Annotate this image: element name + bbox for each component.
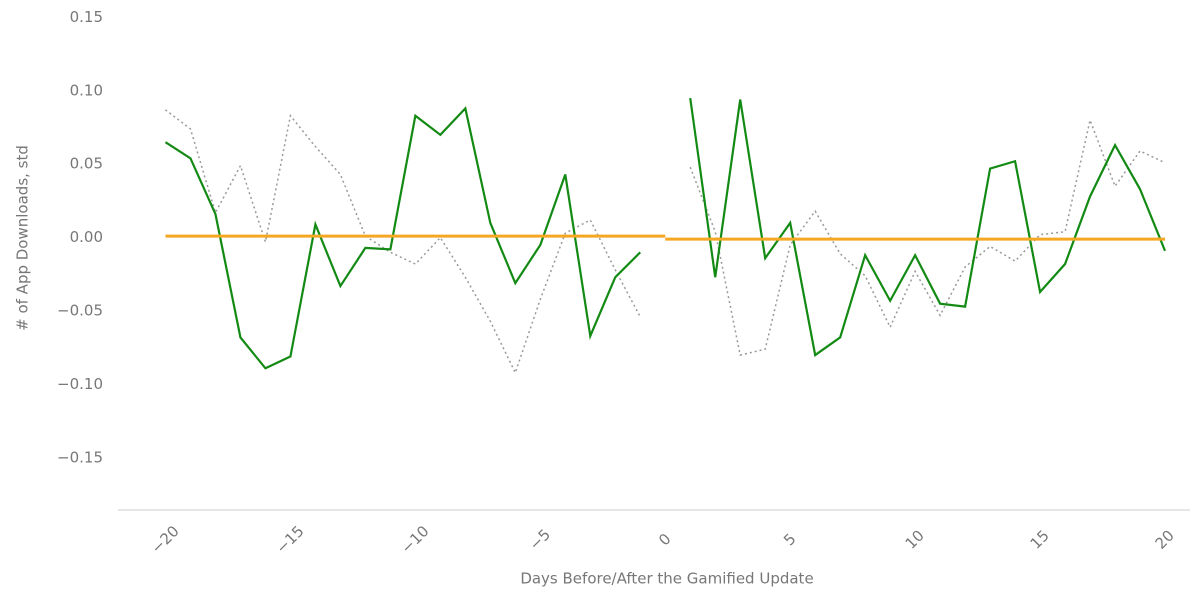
x-tick-label: −20 xyxy=(148,522,183,557)
y-axis-label: # of App Downloads, std xyxy=(14,145,32,331)
y-tick-label: −0.05 xyxy=(57,302,103,320)
x-tick-label: −15 xyxy=(273,522,308,557)
x-tick-label: 5 xyxy=(780,530,799,549)
y-tick-label: 0.15 xyxy=(70,8,103,26)
y-tick-label: 0.05 xyxy=(70,155,103,173)
x-tick-label: 15 xyxy=(1027,527,1053,553)
y-tick-label: 0.00 xyxy=(70,228,103,246)
series-line xyxy=(165,109,1166,375)
series-line xyxy=(165,234,1166,241)
x-tick-label: −5 xyxy=(526,525,554,553)
y-tick-label: −0.10 xyxy=(57,375,103,393)
x-tick-label: 20 xyxy=(1152,527,1178,553)
x-axis-label: Days Before/After the Gamified Update xyxy=(520,570,813,588)
x-tick-label: 0 xyxy=(655,530,674,549)
y-tick-label: −0.15 xyxy=(57,448,103,466)
x-tick-label: −10 xyxy=(397,522,432,557)
y-tick-label: 0.10 xyxy=(70,81,103,99)
series-line xyxy=(164,97,1167,370)
x-tick-label: 10 xyxy=(902,527,928,553)
